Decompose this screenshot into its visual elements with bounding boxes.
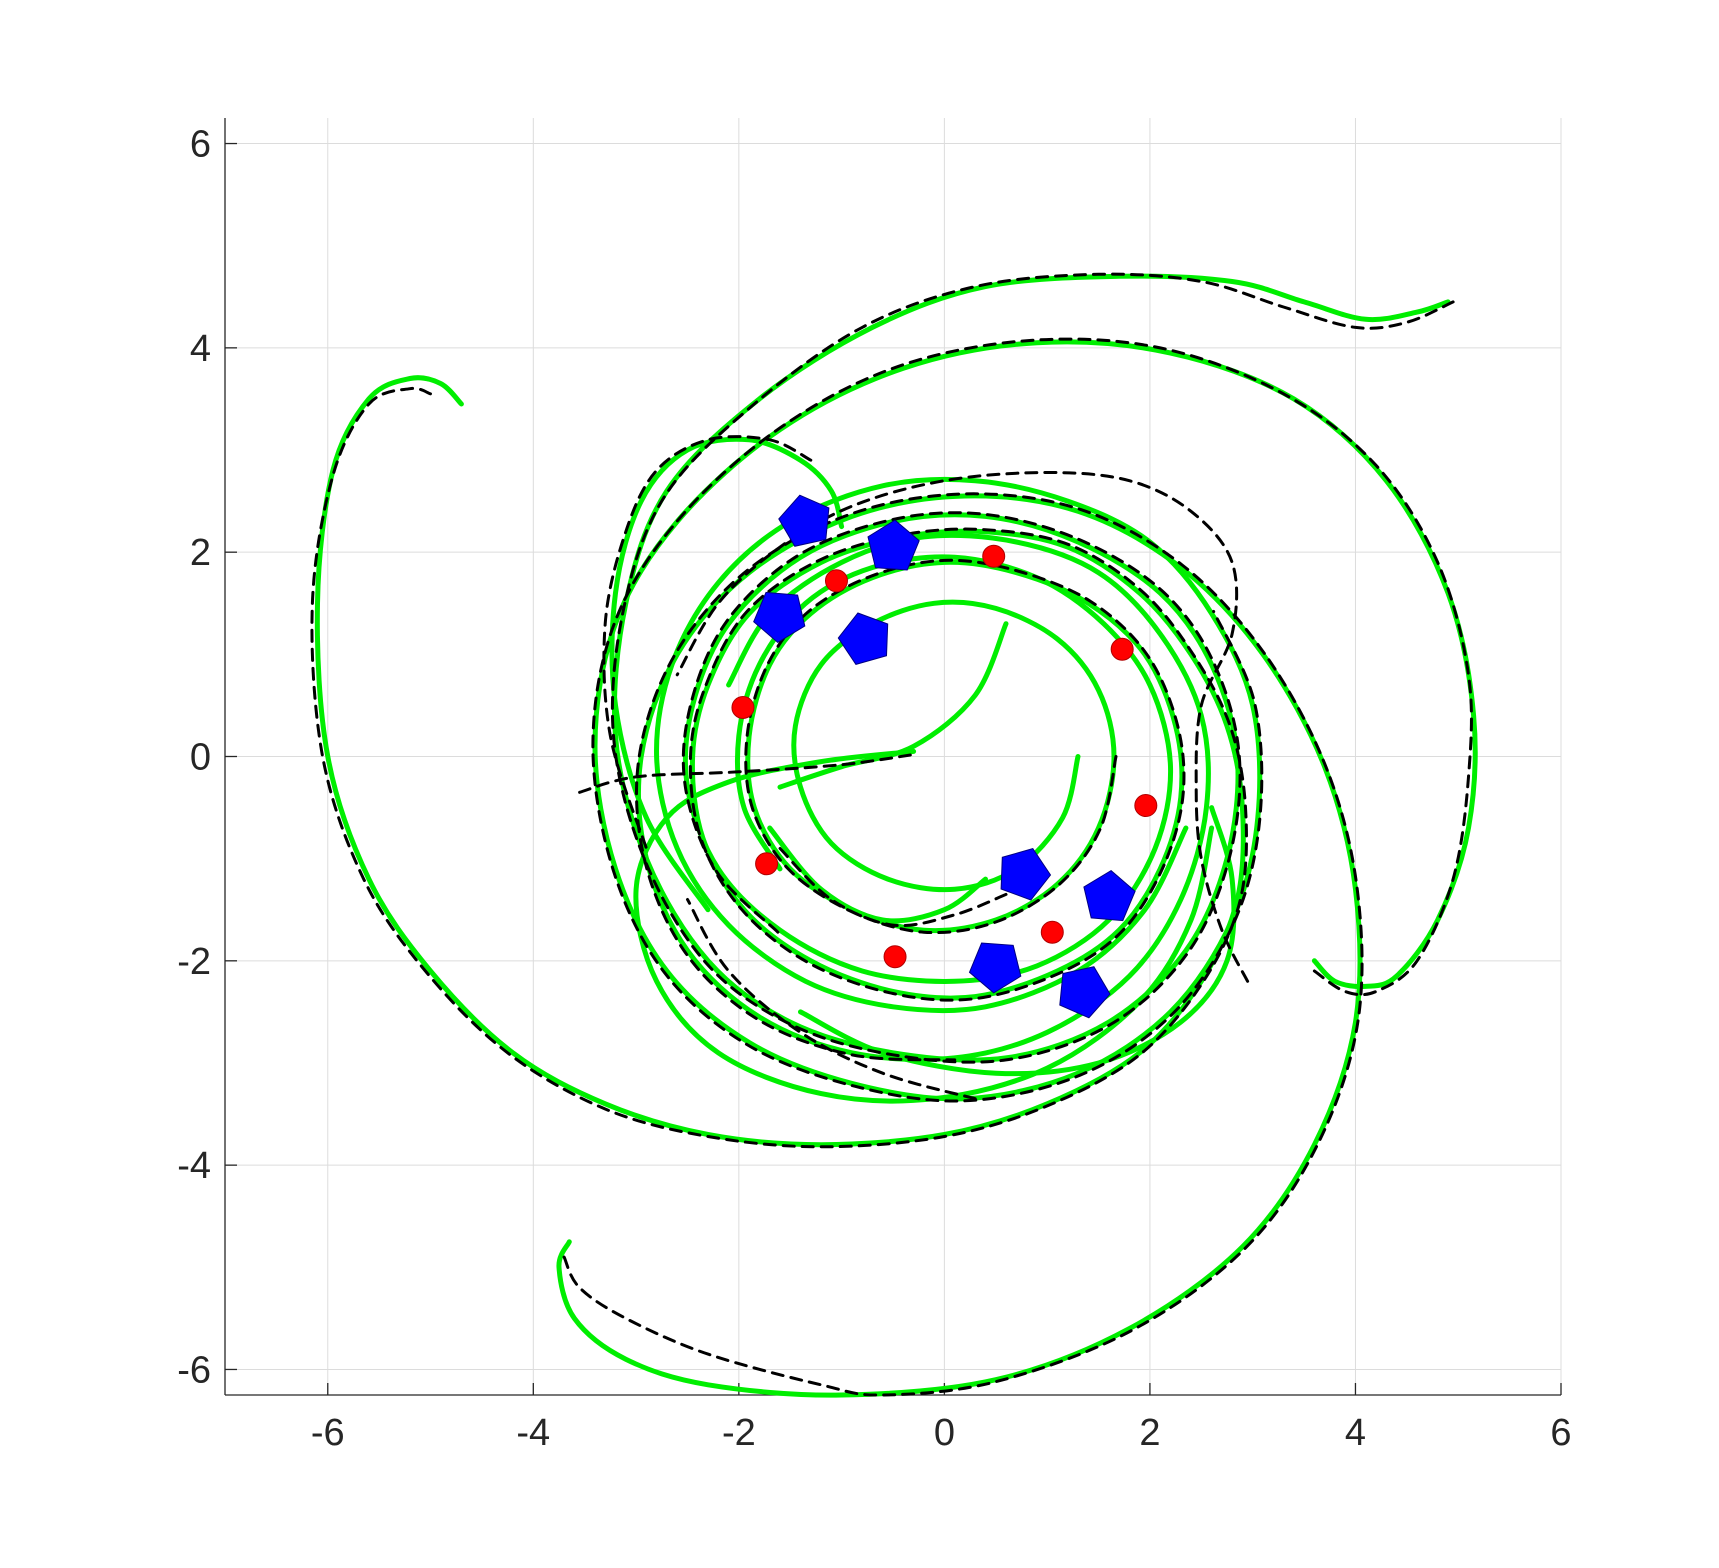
target-marker: [1134, 794, 1158, 818]
reference-path: [310, 386, 1248, 1149]
y-tick-label: -6: [177, 1349, 211, 1391]
agent-marker: [753, 591, 806, 644]
grid: [225, 118, 1562, 1395]
agent-marker: [1000, 848, 1052, 901]
reference-path: [610, 272, 1455, 1064]
target-marker: [883, 945, 907, 969]
y-tick-label: 2: [190, 532, 211, 574]
x-tick-label: 4: [1345, 1412, 1366, 1454]
target-marker: [755, 852, 779, 876]
agent-marker: [778, 494, 830, 547]
target-marker: [1040, 920, 1064, 944]
reference-path: [602, 435, 813, 850]
agent-marker: [867, 519, 920, 571]
reference-path: [778, 846, 1008, 928]
agent-marker: [1083, 869, 1136, 922]
reference-path: [591, 337, 1473, 1103]
reference-path: [686, 898, 977, 1101]
tick-labels: -6 -4 -2 0 2 4 6 -6 -4 -2 0 2 4 6: [177, 124, 1571, 1454]
x-tick-label: 0: [934, 1412, 955, 1454]
y-tick-label: 6: [190, 124, 211, 166]
y-tick-label: -2: [177, 941, 211, 983]
x-tick-label: -6: [311, 1412, 345, 1454]
y-tick-label: 4: [190, 328, 211, 370]
markers: [731, 494, 1158, 1019]
trajectory-path: [767, 825, 988, 924]
series: [310, 272, 1478, 1398]
trajectory-path: [609, 436, 845, 913]
x-tick-label: 6: [1550, 1412, 1571, 1454]
x-tick-label: -2: [722, 1412, 756, 1454]
reference-path: [562, 492, 1364, 1397]
x-tick-label: -4: [516, 1412, 550, 1454]
trajectory-path: [777, 621, 1009, 790]
agent-marker: [968, 942, 1022, 994]
trajectory-path: [314, 375, 1246, 1148]
trajectory-path: [633, 748, 1215, 1104]
agent-marker: [837, 612, 889, 665]
trajectory-path: [592, 339, 1478, 1102]
target-marker: [982, 544, 1006, 568]
target-marker: [731, 695, 755, 719]
target-marker: [1110, 637, 1134, 661]
agent-marker: [1059, 966, 1111, 1019]
target-marker: [824, 569, 848, 593]
y-tick-label: -4: [177, 1145, 211, 1187]
x-tick-label: 2: [1139, 1412, 1160, 1454]
reference-path: [578, 753, 916, 794]
y-tick-label: 0: [190, 737, 211, 779]
